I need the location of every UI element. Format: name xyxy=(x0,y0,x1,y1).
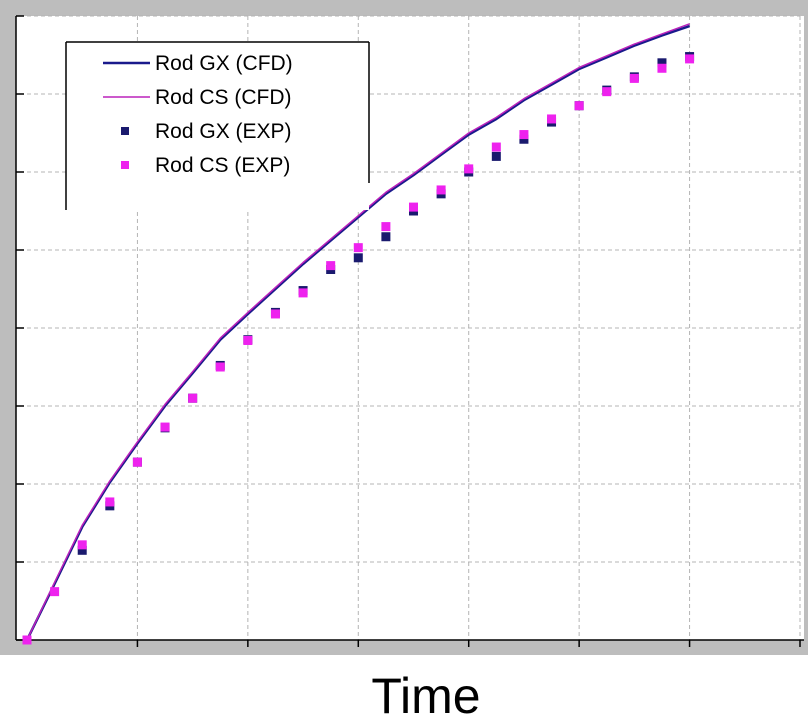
data-point-rod-cs-exp xyxy=(381,222,391,232)
data-point-rod-cs-exp xyxy=(436,185,446,195)
data-point-rod-cs-exp xyxy=(409,202,418,212)
data-point-rod-cs-exp xyxy=(50,587,60,597)
data-point-rod-cs-exp xyxy=(491,142,501,152)
series-line-rod-cs-cfd xyxy=(26,23,690,641)
legend-label-rod-cs-exp: Rod CS (EXP) xyxy=(155,154,290,177)
legend-box xyxy=(66,42,369,210)
data-point-rod-cs-exp xyxy=(602,87,612,97)
data-point-rod-cs-exp xyxy=(298,288,308,298)
data-point-rod-cs-exp xyxy=(353,243,363,253)
legend-swatch-rod-gx-exp xyxy=(121,127,129,135)
legend-label-rod-gx-cfd: Rod GX (CFD) xyxy=(155,52,293,75)
data-point-rod-cs-exp xyxy=(132,457,142,467)
data-point-rod-cs-exp xyxy=(629,73,639,83)
series-line-rod-gx-cfd xyxy=(25,24,691,641)
data-point-rod-gx-exp xyxy=(519,134,529,144)
data-point-rod-cs-exp xyxy=(270,309,280,319)
grid xyxy=(27,15,801,640)
data-point-rod-cs-exp xyxy=(22,635,32,645)
data-point-rod-cs-exp xyxy=(657,63,667,73)
data-point-rod-gx-exp xyxy=(353,253,363,263)
legend: Rod GX (CFD) Rod CS (CFD) Rod GX (EXP) R… xyxy=(65,41,370,210)
data-point-rod-cs-exp xyxy=(547,114,557,124)
data-point-rod-cs-exp xyxy=(160,422,170,432)
data-point-rod-cs-exp xyxy=(519,130,529,140)
data-point-rod-gx-exp xyxy=(657,58,667,68)
data-point-rod-cs-exp xyxy=(326,261,336,271)
data-point-rod-gx-exp xyxy=(381,232,391,242)
data-point-rod-cs-exp xyxy=(243,335,253,345)
data-point-rod-cs-exp xyxy=(188,393,198,403)
data-point-rod-cs-exp xyxy=(574,101,584,111)
data-point-rod-cs-exp xyxy=(105,497,115,507)
axes xyxy=(15,15,804,647)
x-axis-title: Time xyxy=(371,668,480,724)
legend-label-rod-gx-exp: Rod GX (EXP) xyxy=(155,120,292,143)
legend-swatch-rod-cs-exp xyxy=(121,161,129,169)
data-point-rod-cs-exp xyxy=(685,54,695,64)
data-point-rod-cs-exp xyxy=(215,362,225,372)
data-point-rod-gx-exp xyxy=(77,545,87,555)
series xyxy=(22,23,695,645)
legend-label-rod-cs-cfd: Rod CS (CFD) xyxy=(155,86,292,109)
data-point-rod-cs-exp xyxy=(77,540,87,550)
data-point-rod-cs-exp xyxy=(464,164,474,174)
data-point-rod-gx-exp xyxy=(491,151,501,161)
